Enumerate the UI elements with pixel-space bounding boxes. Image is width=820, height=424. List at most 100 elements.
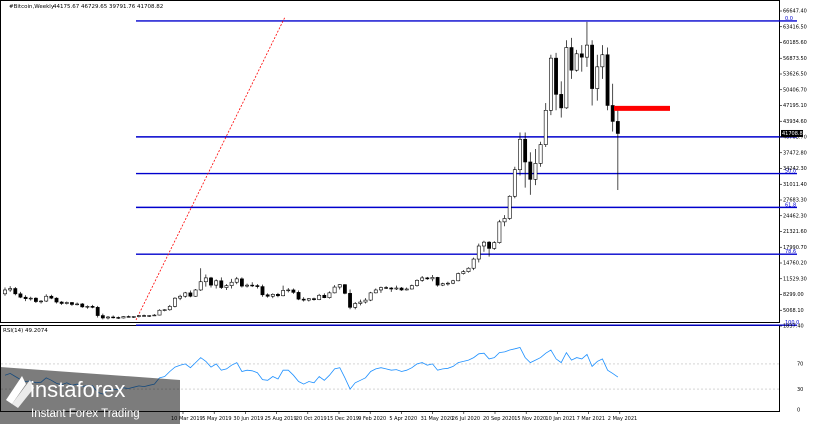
candle-bull xyxy=(564,47,569,109)
candle-bear xyxy=(312,298,316,300)
candle-bull xyxy=(404,288,409,291)
candle-bull xyxy=(85,306,90,308)
candle-bull xyxy=(379,287,383,291)
candle-bull xyxy=(440,283,445,286)
candle-bull xyxy=(373,289,378,294)
candle-bull xyxy=(178,295,183,299)
price-pane-frame xyxy=(0,0,780,323)
rsi-axis-label: 30 xyxy=(797,387,803,393)
time-tick-label: 9 Feb 2020 xyxy=(358,416,386,422)
fib-level-label: 61.8 xyxy=(785,202,796,208)
fib-level-label: 50.0 xyxy=(785,169,796,175)
candle-bear xyxy=(116,317,121,319)
price-tick-label: 11529.30 xyxy=(783,276,807,282)
candle-bear xyxy=(100,315,105,319)
candle-bear xyxy=(265,294,270,297)
price-tick-label: 43934.60 xyxy=(783,119,807,125)
price-tick-label: 17990.70 xyxy=(783,245,807,251)
candle-bull xyxy=(203,277,208,283)
candle-bear xyxy=(240,278,244,287)
candle-bull xyxy=(502,218,507,223)
candle-bull xyxy=(214,280,219,286)
instaforex-watermark: instaforex Instant Forex Trading xyxy=(0,367,180,424)
candlestick-series xyxy=(3,21,620,320)
candle-bull xyxy=(353,303,358,308)
candle-bull xyxy=(152,314,157,317)
candle-bear xyxy=(579,53,584,58)
candle-bear xyxy=(559,94,564,109)
price-tick-label: 34242.30 xyxy=(783,166,807,172)
rsi-label: RSI(14) 49.2074 xyxy=(3,328,48,334)
instaforex-logo-icon xyxy=(6,376,34,408)
time-tick-label: 15 Nov 2020 xyxy=(514,416,546,422)
candle-bull xyxy=(595,66,600,89)
candle-bull xyxy=(548,57,553,111)
candle-bear xyxy=(435,277,440,286)
candle-bear xyxy=(276,294,280,297)
watermark-brand: instaforex xyxy=(30,377,125,402)
candle-bear xyxy=(389,287,394,290)
candle-bull xyxy=(466,267,471,272)
candle-bull xyxy=(64,302,69,304)
price-tick-label: 53626.50 xyxy=(783,72,807,78)
time-tick-label: 2 May 2021 xyxy=(608,416,637,422)
candle-bull xyxy=(543,110,548,145)
candle-bull xyxy=(8,288,13,291)
candle-bull xyxy=(585,44,589,58)
fib-level-label: 78.6 xyxy=(785,249,796,255)
candle-bear xyxy=(250,284,255,287)
candle-bull xyxy=(229,281,234,286)
candle-bull xyxy=(39,300,43,303)
price-tick-label: 8299.00 xyxy=(783,292,804,298)
candle-bear xyxy=(605,54,610,106)
rsi-axis: 70 30 0 xyxy=(797,362,803,414)
candle-bull xyxy=(281,290,286,297)
candle-bull xyxy=(533,163,538,180)
time-tick-label: 31 May 2020 xyxy=(421,416,454,422)
candle-bear xyxy=(610,105,615,122)
candle-bear xyxy=(95,307,100,316)
candle-bear xyxy=(569,47,574,71)
candle-bull xyxy=(270,294,275,297)
price-tick-label: 1837.40 xyxy=(783,324,804,330)
candle-bull xyxy=(471,258,476,269)
candle-bear xyxy=(49,295,54,299)
candle-bull xyxy=(430,277,435,280)
candle-bull xyxy=(183,292,188,297)
candle-bear xyxy=(54,297,59,303)
candle-bull xyxy=(167,306,172,311)
candle-bull xyxy=(224,285,229,288)
candle-bear xyxy=(260,286,265,296)
candle-bear xyxy=(13,288,18,295)
candle-bull xyxy=(162,309,167,311)
candle-bull xyxy=(363,299,368,303)
candle-bear xyxy=(615,121,620,134)
candle-bull xyxy=(476,245,481,260)
time-tick-label: 5 Apr 2020 xyxy=(389,416,417,422)
candle-bear xyxy=(384,287,389,289)
time-tick-label: 20 Oct 2019 xyxy=(296,416,327,422)
fibonacci-trend-line[interactable] xyxy=(135,16,286,321)
candle-bull xyxy=(456,273,461,282)
candle-bear xyxy=(209,277,213,286)
time-tick-label: 26 Jul 2020 xyxy=(452,416,480,422)
candle-bull xyxy=(538,144,543,164)
red-target-zone[interactable] xyxy=(614,105,670,111)
candle-bear xyxy=(590,44,595,89)
candle-bull xyxy=(394,287,399,290)
candle-bull xyxy=(415,280,419,286)
candle-bear xyxy=(554,57,558,95)
current-price-label: 41708.82 xyxy=(782,131,806,137)
candle-bull xyxy=(368,292,373,301)
price-tick-label: 21321.60 xyxy=(783,229,807,235)
candle-bear xyxy=(425,277,430,280)
candle-bull xyxy=(193,289,198,297)
candle-bear xyxy=(487,241,492,249)
time-tick-label: 15 Dec 2019 xyxy=(327,416,359,422)
candle-bear xyxy=(111,316,116,319)
candle-bull xyxy=(173,297,177,307)
time-tick-label: 10 Jan 2021 xyxy=(545,416,575,422)
candle-bull xyxy=(518,138,522,171)
